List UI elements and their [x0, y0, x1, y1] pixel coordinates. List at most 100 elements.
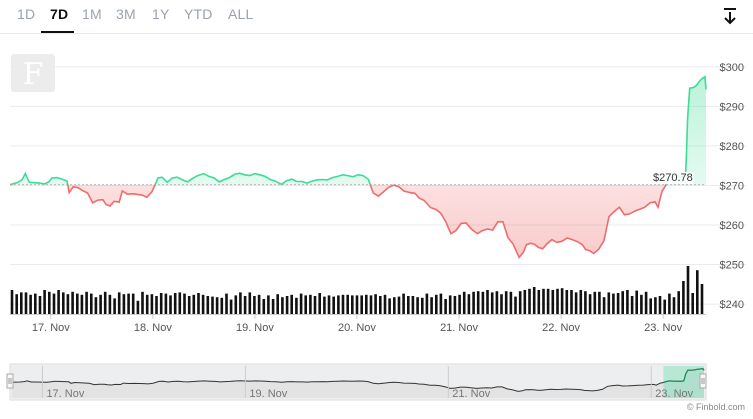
- volume-bar: [351, 295, 354, 314]
- volume-bar: [435, 294, 438, 314]
- volume-bar: [686, 266, 690, 314]
- volume-bar: [663, 299, 666, 314]
- volume-bar: [630, 296, 634, 314]
- active-tab-indicator: [41, 31, 74, 33]
- volume-bar: [365, 294, 368, 314]
- volume-bar: [588, 294, 592, 314]
- volume-bar: [532, 287, 536, 314]
- volume-bar: [612, 293, 615, 314]
- volume-bar: [90, 293, 93, 314]
- volume-bar: [677, 291, 680, 314]
- volume-bar: [313, 296, 317, 314]
- volume-bar: [169, 295, 172, 314]
- volume-bar: [341, 294, 345, 314]
- volume-bar: [504, 291, 508, 314]
- volume-bar: [551, 290, 555, 314]
- tab-7d[interactable]: 7D: [50, 6, 69, 22]
- volume-bar: [495, 291, 499, 314]
- volume-bar: [472, 291, 475, 314]
- volume-bar: [453, 296, 457, 314]
- volume-bar: [323, 296, 326, 314]
- volume-bars: [10, 266, 706, 315]
- volume-bar: [425, 293, 429, 314]
- navigator-area: [12, 368, 704, 398]
- volume-bar: [267, 295, 270, 314]
- volume-bar: [99, 294, 102, 314]
- volume-bar: [183, 293, 186, 314]
- tab-1y[interactable]: 1Y: [152, 6, 170, 22]
- volume-bar: [108, 294, 112, 314]
- volume-bar: [546, 288, 550, 314]
- volume-bar: [48, 291, 51, 314]
- volume-bar: [285, 296, 289, 314]
- x-tick-label: 18. Nov: [134, 322, 172, 334]
- volume-bar: [80, 294, 84, 314]
- volume-bar: [421, 297, 424, 314]
- volume-bar: [579, 290, 583, 314]
- volume-bar: [318, 293, 321, 314]
- volume-bar: [243, 296, 247, 314]
- volume-bar: [211, 296, 214, 314]
- volume-bar: [602, 297, 606, 314]
- x-tick-label: 21. Nov: [440, 322, 478, 334]
- navigator-handle-right[interactable]: [699, 373, 707, 389]
- navigator-handle-left[interactable]: [6, 373, 14, 389]
- volume-bar: [626, 290, 629, 314]
- volume-bar: [500, 294, 503, 314]
- volume-bar: [537, 290, 541, 314]
- volume-bar: [481, 291, 485, 314]
- volume-bar: [383, 294, 387, 314]
- volume-bar: [197, 293, 200, 314]
- volume-bar: [66, 294, 70, 314]
- volume-bar: [509, 291, 513, 314]
- volume-bar: [76, 293, 79, 314]
- y-tick-label: $280: [720, 141, 744, 153]
- volume-bar: [281, 297, 284, 314]
- tab-3m[interactable]: 3M: [116, 6, 136, 22]
- volume-bar: [215, 297, 219, 314]
- y-tick-label: $290: [720, 101, 744, 113]
- tab-ytd[interactable]: YTD: [184, 6, 213, 22]
- download-arrow-icon[interactable]: [721, 6, 739, 26]
- volume-bar: [337, 295, 340, 314]
- volume-bar: [658, 296, 662, 314]
- x-axis: 17. Nov 18. Nov 19. Nov 20. Nov 21. Nov 22. N…: [32, 314, 683, 334]
- volume-bar: [38, 296, 42, 314]
- volume-bar: [672, 297, 676, 314]
- volume-bar: [514, 296, 517, 314]
- volume-bar: [640, 294, 643, 314]
- tab-1m[interactable]: 1M: [82, 6, 102, 22]
- volume-bar: [682, 281, 685, 314]
- volume-bar: [201, 294, 205, 314]
- tab-1d[interactable]: 1D: [17, 6, 36, 22]
- svg-text:F: F: [23, 57, 44, 92]
- volume-bar: [117, 292, 121, 314]
- volume-bar: [127, 293, 130, 314]
- volume-bar: [518, 291, 522, 314]
- volume-bar: [416, 297, 419, 314]
- volume-bar: [24, 292, 28, 314]
- volume-bar: [136, 300, 140, 314]
- volume-bar: [159, 293, 163, 314]
- volume-bar: [229, 299, 233, 314]
- volume-bar: [71, 291, 74, 314]
- volume-bar: [565, 290, 569, 314]
- tab-all[interactable]: ALL: [228, 6, 254, 22]
- y-tick-label: $270: [720, 180, 744, 192]
- volume-bar: [696, 270, 699, 314]
- volume-bar: [327, 295, 331, 314]
- navigator-tick-label: 23. Nov: [655, 388, 693, 400]
- volume-bar: [248, 292, 252, 314]
- volume-bar: [369, 295, 373, 314]
- volume-bar: [458, 294, 461, 314]
- volume-bar: [220, 297, 224, 314]
- navigator-highlight: [663, 366, 704, 398]
- volume-bar: [187, 296, 191, 314]
- x-tick-label: 23. Nov: [644, 322, 682, 334]
- x-tick-label: 20. Nov: [338, 322, 376, 334]
- volume-bar: [542, 288, 545, 314]
- volume-bar: [388, 298, 391, 314]
- navigator-line-recent: [663, 368, 705, 384]
- volume-bar: [379, 296, 382, 314]
